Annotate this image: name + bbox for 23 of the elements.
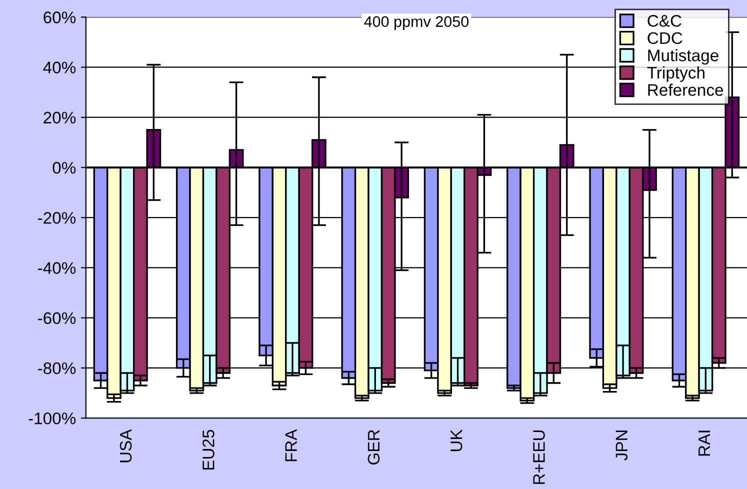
chart-title: 400 ppmv 2050 (364, 16, 469, 30)
legend-label: CDC (648, 32, 682, 44)
legend-label: C&C (648, 14, 682, 27)
x-tick-label: GER (368, 430, 380, 464)
y-tick-label: -80% (38, 362, 76, 374)
x-tick-label: USA (120, 429, 132, 462)
x-tick-label: EU25 (202, 430, 214, 470)
y-tick-label: -100% (28, 412, 76, 424)
legend-label: Triptych (647, 66, 704, 82)
x-tick-label: JPN (616, 430, 628, 460)
y-tick-label: -20% (38, 212, 76, 224)
legend-label: Reference (648, 84, 724, 96)
x-tick-label: FRA (285, 429, 297, 462)
x-tick-label: RAI (698, 430, 710, 456)
y-tick-label: 0% (52, 162, 76, 174)
y-tick-label: 40% (43, 62, 76, 74)
x-tick-label: UK (450, 429, 462, 452)
y-tick-label: -60% (38, 312, 76, 324)
legend-label: Mutistage (648, 49, 718, 65)
y-tick-label: -40% (38, 262, 76, 274)
y-tick-label: 60% (44, 12, 76, 24)
x-tick-label: R+EEU (533, 430, 545, 484)
y-tick-label: 20% (44, 112, 76, 124)
